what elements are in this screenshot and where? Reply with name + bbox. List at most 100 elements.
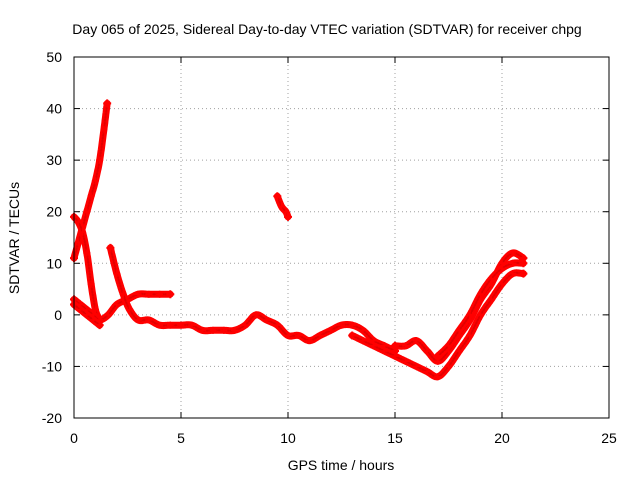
data-point <box>220 326 228 334</box>
data-point <box>263 316 271 324</box>
data-point <box>104 311 112 319</box>
data-point <box>79 228 87 236</box>
data-point <box>134 290 142 298</box>
data-layer <box>70 99 528 381</box>
series-arc-late-mid <box>433 259 528 361</box>
y-axis-title: SDTVAR / TECUs <box>6 182 22 294</box>
data-point <box>509 249 517 257</box>
series-arc-late-lower <box>348 269 528 381</box>
data-point <box>305 337 313 345</box>
data-point <box>284 213 292 221</box>
data-point <box>509 270 517 278</box>
data-point <box>282 208 290 216</box>
data-point <box>126 306 134 314</box>
grid-layer <box>74 57 609 418</box>
data-point <box>487 275 495 283</box>
data-point <box>445 342 452 350</box>
data-point <box>145 316 153 324</box>
label-layer: 0 5 10 15 20 25 -20 -10 0 10 20 30 40 50 <box>42 49 617 446</box>
data-point <box>119 290 127 298</box>
data-point <box>477 311 485 319</box>
x-tick-label: 0 <box>70 430 78 446</box>
data-point <box>498 280 506 288</box>
x-tick-label: 15 <box>387 430 403 446</box>
data-point <box>455 326 463 334</box>
data-point <box>477 290 485 298</box>
data-point <box>423 347 431 355</box>
plot-frame <box>73 56 610 419</box>
chart-title: Day 065 of 2025, Sidereal Day-to-day VTE… <box>72 21 581 37</box>
data-point <box>359 337 367 345</box>
data-point <box>198 326 206 334</box>
data-point <box>252 311 260 319</box>
data-point <box>113 301 121 309</box>
data-point <box>83 311 91 319</box>
data-point <box>134 316 142 324</box>
data-point <box>91 177 99 185</box>
data-point <box>106 244 114 252</box>
data-point <box>241 321 249 329</box>
y-tick-label: 10 <box>46 255 62 271</box>
data-point <box>445 362 452 370</box>
data-point <box>402 357 410 365</box>
series-arc-mid-day <box>106 243 399 355</box>
data-point <box>87 280 95 288</box>
data-point <box>519 270 527 278</box>
data-point <box>156 321 164 329</box>
data-point <box>391 342 399 350</box>
data-point <box>76 306 84 314</box>
data-point <box>156 290 164 298</box>
data-point <box>348 321 356 329</box>
data-point <box>177 321 185 329</box>
data-point <box>316 331 324 339</box>
data-point <box>96 156 104 164</box>
data-point <box>100 125 108 133</box>
data-point <box>83 249 91 257</box>
data-point <box>391 352 399 360</box>
data-point <box>91 306 99 314</box>
x-tick-label: 5 <box>177 430 185 446</box>
data-point <box>434 373 442 381</box>
data-point <box>487 295 495 303</box>
data-point <box>83 208 91 216</box>
data-point <box>96 321 104 329</box>
data-point <box>370 342 378 350</box>
y-tick-label: 40 <box>46 101 62 117</box>
data-point <box>348 331 356 339</box>
x-tick-label: 20 <box>494 430 510 446</box>
data-point <box>423 368 431 376</box>
tick-layer <box>73 56 610 419</box>
data-point <box>434 352 442 360</box>
data-point <box>89 316 97 324</box>
data-point <box>466 331 474 339</box>
x-tick-label: 10 <box>280 430 296 446</box>
data-point <box>412 337 420 345</box>
data-point <box>103 99 111 107</box>
data-point <box>412 362 420 370</box>
data-point <box>166 321 174 329</box>
y-tick-label: -10 <box>42 358 62 374</box>
data-point <box>519 259 527 267</box>
data-point <box>278 203 286 211</box>
series-arc-short-low <box>70 300 104 330</box>
data-point <box>209 326 217 334</box>
series-arc-short-high <box>273 192 292 221</box>
y-tick-label: 20 <box>46 204 62 220</box>
data-point <box>498 264 506 272</box>
y-tick-label: -20 <box>42 410 62 426</box>
data-point <box>145 290 153 298</box>
data-point <box>74 239 82 247</box>
y-tick-label: 50 <box>46 49 62 65</box>
y-tick-label: 30 <box>46 152 62 168</box>
data-point <box>166 290 174 298</box>
data-point <box>359 326 367 334</box>
data-point <box>273 192 281 200</box>
data-point <box>273 321 281 329</box>
data-point <box>295 331 303 339</box>
data-point <box>327 326 335 334</box>
data-point <box>188 321 196 329</box>
x-tick-label: 25 <box>601 430 617 446</box>
data-point <box>466 311 474 319</box>
